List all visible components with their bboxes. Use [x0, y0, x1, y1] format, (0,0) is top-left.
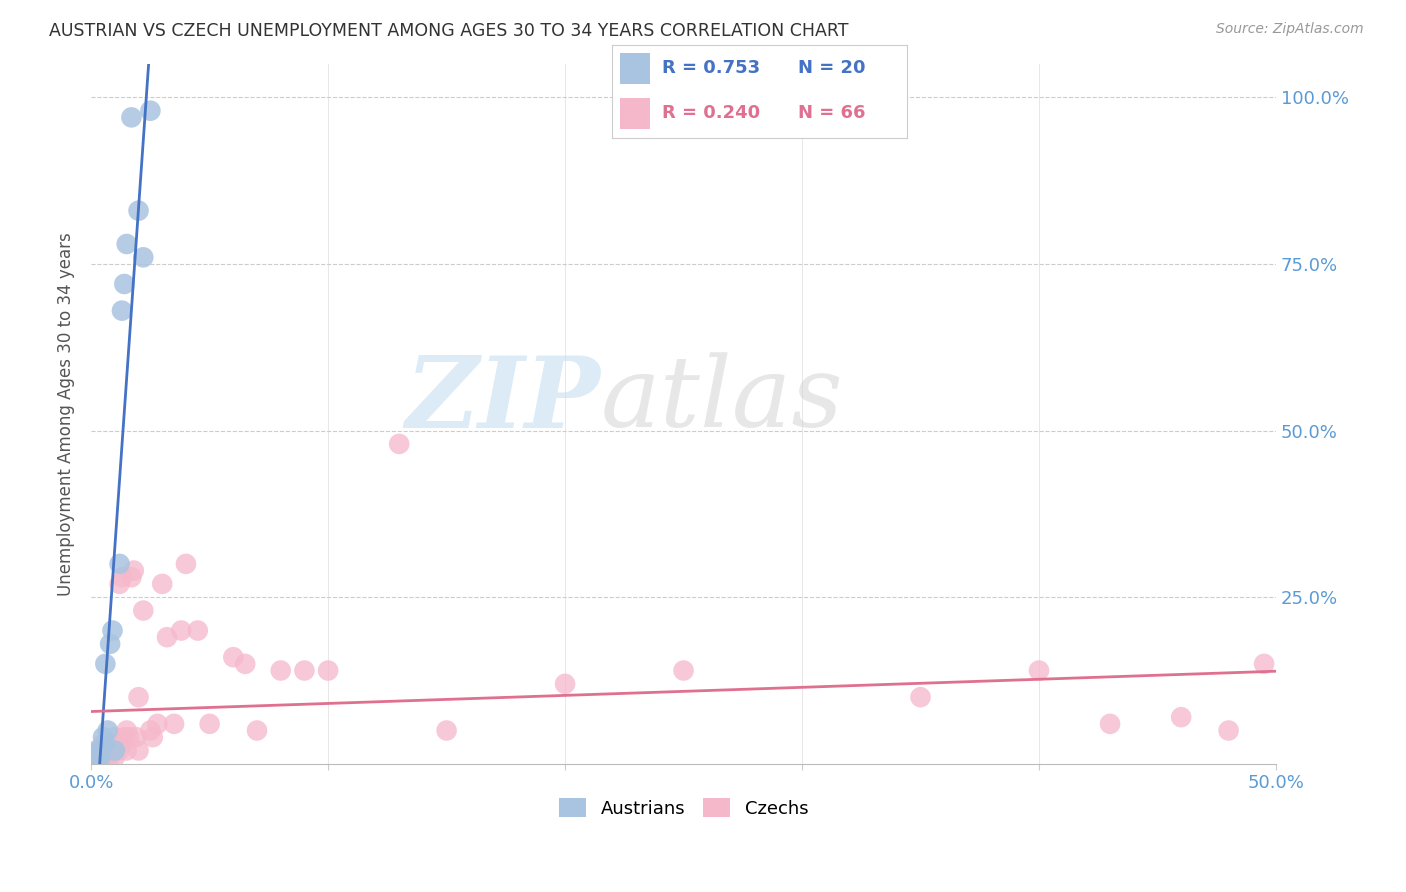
Point [104, 750, 127, 764]
Point [94, 743, 117, 757]
Point [84, 750, 107, 764]
Point [108, 557, 131, 571]
Point [246, 723, 269, 738]
Point [115, 743, 138, 757]
Point [84, 750, 107, 764]
Point [94, 657, 117, 671]
Point [97, 743, 120, 757]
Point [163, 716, 186, 731]
Point [105, 737, 128, 751]
Point [91, 730, 114, 744]
Point [111, 737, 134, 751]
Point [120, 570, 142, 584]
Point [1028, 664, 1050, 678]
Point [122, 564, 145, 578]
Point [101, 737, 124, 751]
Text: ZIP: ZIP [405, 351, 600, 448]
Point [316, 664, 339, 678]
Point [170, 624, 193, 638]
Point [128, 690, 150, 705]
Point [87, 750, 110, 764]
Point [90, 750, 112, 764]
Point [87, 750, 110, 764]
Point [139, 103, 162, 118]
Point [187, 624, 209, 638]
Point [90, 743, 112, 757]
Point [97, 723, 120, 738]
Point [108, 577, 131, 591]
Point [672, 664, 695, 678]
Point [94, 737, 117, 751]
Point [104, 743, 127, 757]
Point [139, 723, 162, 738]
Legend: Austrians, Czechs: Austrians, Czechs [551, 791, 815, 825]
Point [104, 743, 127, 757]
Point [97, 750, 120, 764]
Point [146, 716, 169, 731]
Point [84, 743, 107, 757]
Point [128, 203, 150, 218]
Point [91, 743, 114, 757]
Point [1218, 723, 1240, 738]
Point [94, 750, 117, 764]
Point [150, 577, 173, 591]
Point [98, 637, 121, 651]
Text: Source: ZipAtlas.com: Source: ZipAtlas.com [1216, 22, 1364, 37]
Point [270, 664, 292, 678]
Point [120, 111, 142, 125]
Point [1253, 657, 1275, 671]
Point [87, 743, 110, 757]
Point [90, 743, 112, 757]
Point [91, 737, 114, 751]
Point [198, 716, 221, 731]
Point [294, 664, 316, 678]
Point [1170, 710, 1192, 724]
Point [90, 750, 112, 764]
Point [132, 250, 155, 264]
Point [104, 730, 127, 744]
Bar [620, 53, 650, 84]
Point [83, 750, 105, 764]
Point [91, 750, 114, 764]
Point [554, 677, 576, 691]
Text: R = 0.753: R = 0.753 [662, 60, 759, 78]
Point [910, 690, 932, 705]
Point [84, 750, 107, 764]
Point [112, 277, 135, 291]
Point [91, 750, 114, 764]
Point [98, 743, 121, 757]
Point [112, 730, 135, 744]
Point [128, 743, 150, 757]
Text: AUSTRIAN VS CZECH UNEMPLOYMENT AMONG AGES 30 TO 34 YEARS CORRELATION CHART: AUSTRIAN VS CZECH UNEMPLOYMENT AMONG AGE… [49, 22, 849, 40]
Point [156, 630, 179, 644]
Point [87, 743, 110, 757]
Point [174, 557, 197, 571]
Point [111, 303, 134, 318]
Text: R = 0.240: R = 0.240 [662, 104, 759, 122]
Text: N = 66: N = 66 [797, 104, 865, 122]
Point [233, 657, 256, 671]
Point [132, 603, 155, 617]
Point [118, 730, 141, 744]
Point [94, 743, 117, 757]
Point [101, 624, 124, 638]
Point [87, 750, 110, 764]
Point [111, 570, 134, 584]
Point [388, 437, 411, 451]
Point [142, 730, 165, 744]
Point [222, 650, 245, 665]
Text: atlas: atlas [600, 352, 844, 448]
Point [115, 237, 138, 252]
Point [101, 743, 124, 757]
Point [125, 730, 148, 744]
Point [115, 723, 138, 738]
Y-axis label: Unemployment Among Ages 30 to 34 years: Unemployment Among Ages 30 to 34 years [58, 232, 75, 596]
Point [436, 723, 458, 738]
Text: N = 20: N = 20 [797, 60, 865, 78]
Point [98, 750, 121, 764]
Point [108, 743, 131, 757]
Bar [620, 98, 650, 129]
Point [1099, 716, 1122, 731]
